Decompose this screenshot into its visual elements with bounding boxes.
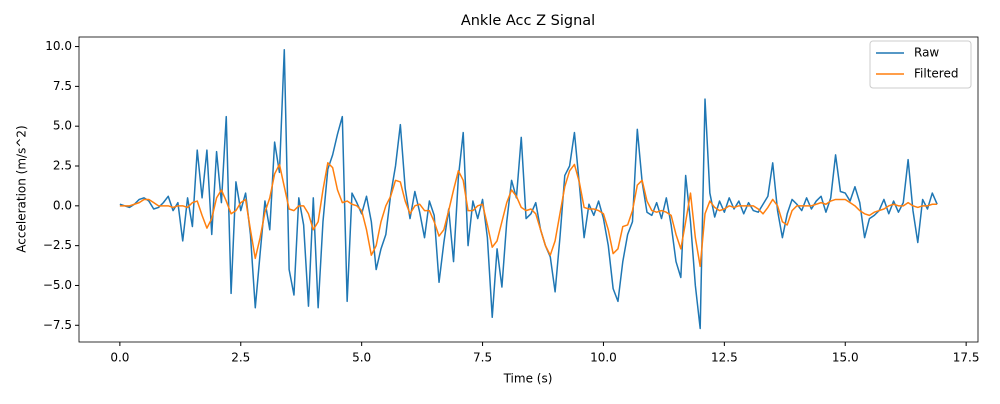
x-tick-label: 15.0 xyxy=(832,351,859,365)
legend-label: Raw xyxy=(914,46,939,60)
x-axis-label: Time (s) xyxy=(503,372,553,386)
y-tick-label: −5.0 xyxy=(43,278,72,292)
plot-frame xyxy=(78,36,979,343)
y-axis-label: Acceleration (m/s^2) xyxy=(15,125,29,252)
legend-label: Filtered xyxy=(914,67,958,81)
y-tick-label: −2.5 xyxy=(43,238,72,252)
chart-title: Ankle Acc Z Signal xyxy=(461,13,595,29)
x-tick-label: 5.0 xyxy=(352,351,371,365)
y-tick-label: 5.0 xyxy=(53,119,72,133)
y-tick-label: −7.5 xyxy=(43,318,72,332)
x-tick-label: 10.0 xyxy=(590,351,617,365)
series-line xyxy=(119,48,938,330)
x-tick-label: 12.5 xyxy=(711,351,738,365)
x-tick-label: 17.5 xyxy=(953,351,980,365)
x-tick-label: 2.5 xyxy=(231,351,250,365)
y-tick-label: 0.0 xyxy=(53,198,72,212)
x-tick-label: 0.0 xyxy=(110,351,129,365)
y-tick-label: 2.5 xyxy=(53,159,72,173)
x-tick-label: 7.5 xyxy=(473,351,492,365)
y-tick-label: 7.5 xyxy=(53,79,72,93)
y-tick-label: 10.0 xyxy=(45,39,72,53)
series-line xyxy=(119,162,938,268)
